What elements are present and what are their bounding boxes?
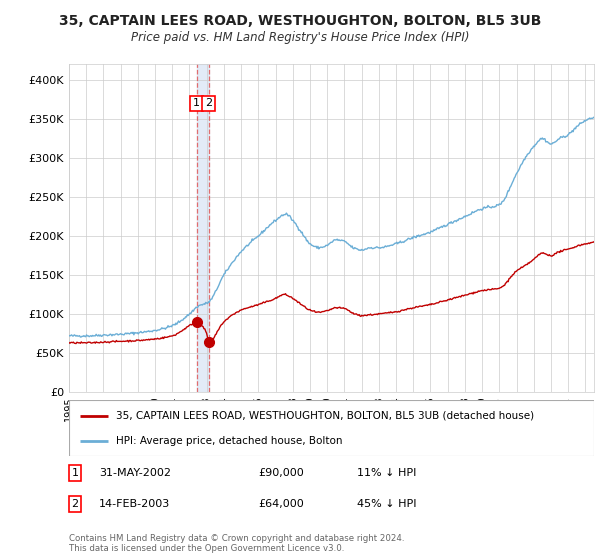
Text: 35, CAPTAIN LEES ROAD, WESTHOUGHTON, BOLTON, BL5 3UB (detached house): 35, CAPTAIN LEES ROAD, WESTHOUGHTON, BOL… <box>116 410 535 421</box>
Text: 14-FEB-2003: 14-FEB-2003 <box>99 499 170 509</box>
Text: £90,000: £90,000 <box>258 468 304 478</box>
Bar <box>197 64 209 392</box>
Text: 45% ↓ HPI: 45% ↓ HPI <box>357 499 416 509</box>
Text: 2: 2 <box>205 99 212 109</box>
Text: 11% ↓ HPI: 11% ↓ HPI <box>357 468 416 478</box>
Text: £64,000: £64,000 <box>258 499 304 509</box>
Text: 35, CAPTAIN LEES ROAD, WESTHOUGHTON, BOLTON, BL5 3UB: 35, CAPTAIN LEES ROAD, WESTHOUGHTON, BOL… <box>59 14 541 28</box>
Text: 31-MAY-2002: 31-MAY-2002 <box>99 468 171 478</box>
Text: 2: 2 <box>71 499 79 509</box>
Text: Contains HM Land Registry data © Crown copyright and database right 2024.
This d: Contains HM Land Registry data © Crown c… <box>69 534 404 553</box>
Text: 1: 1 <box>193 99 200 109</box>
Text: HPI: Average price, detached house, Bolton: HPI: Average price, detached house, Bolt… <box>116 436 343 446</box>
Text: 1: 1 <box>71 468 79 478</box>
Text: Price paid vs. HM Land Registry's House Price Index (HPI): Price paid vs. HM Land Registry's House … <box>131 31 469 44</box>
